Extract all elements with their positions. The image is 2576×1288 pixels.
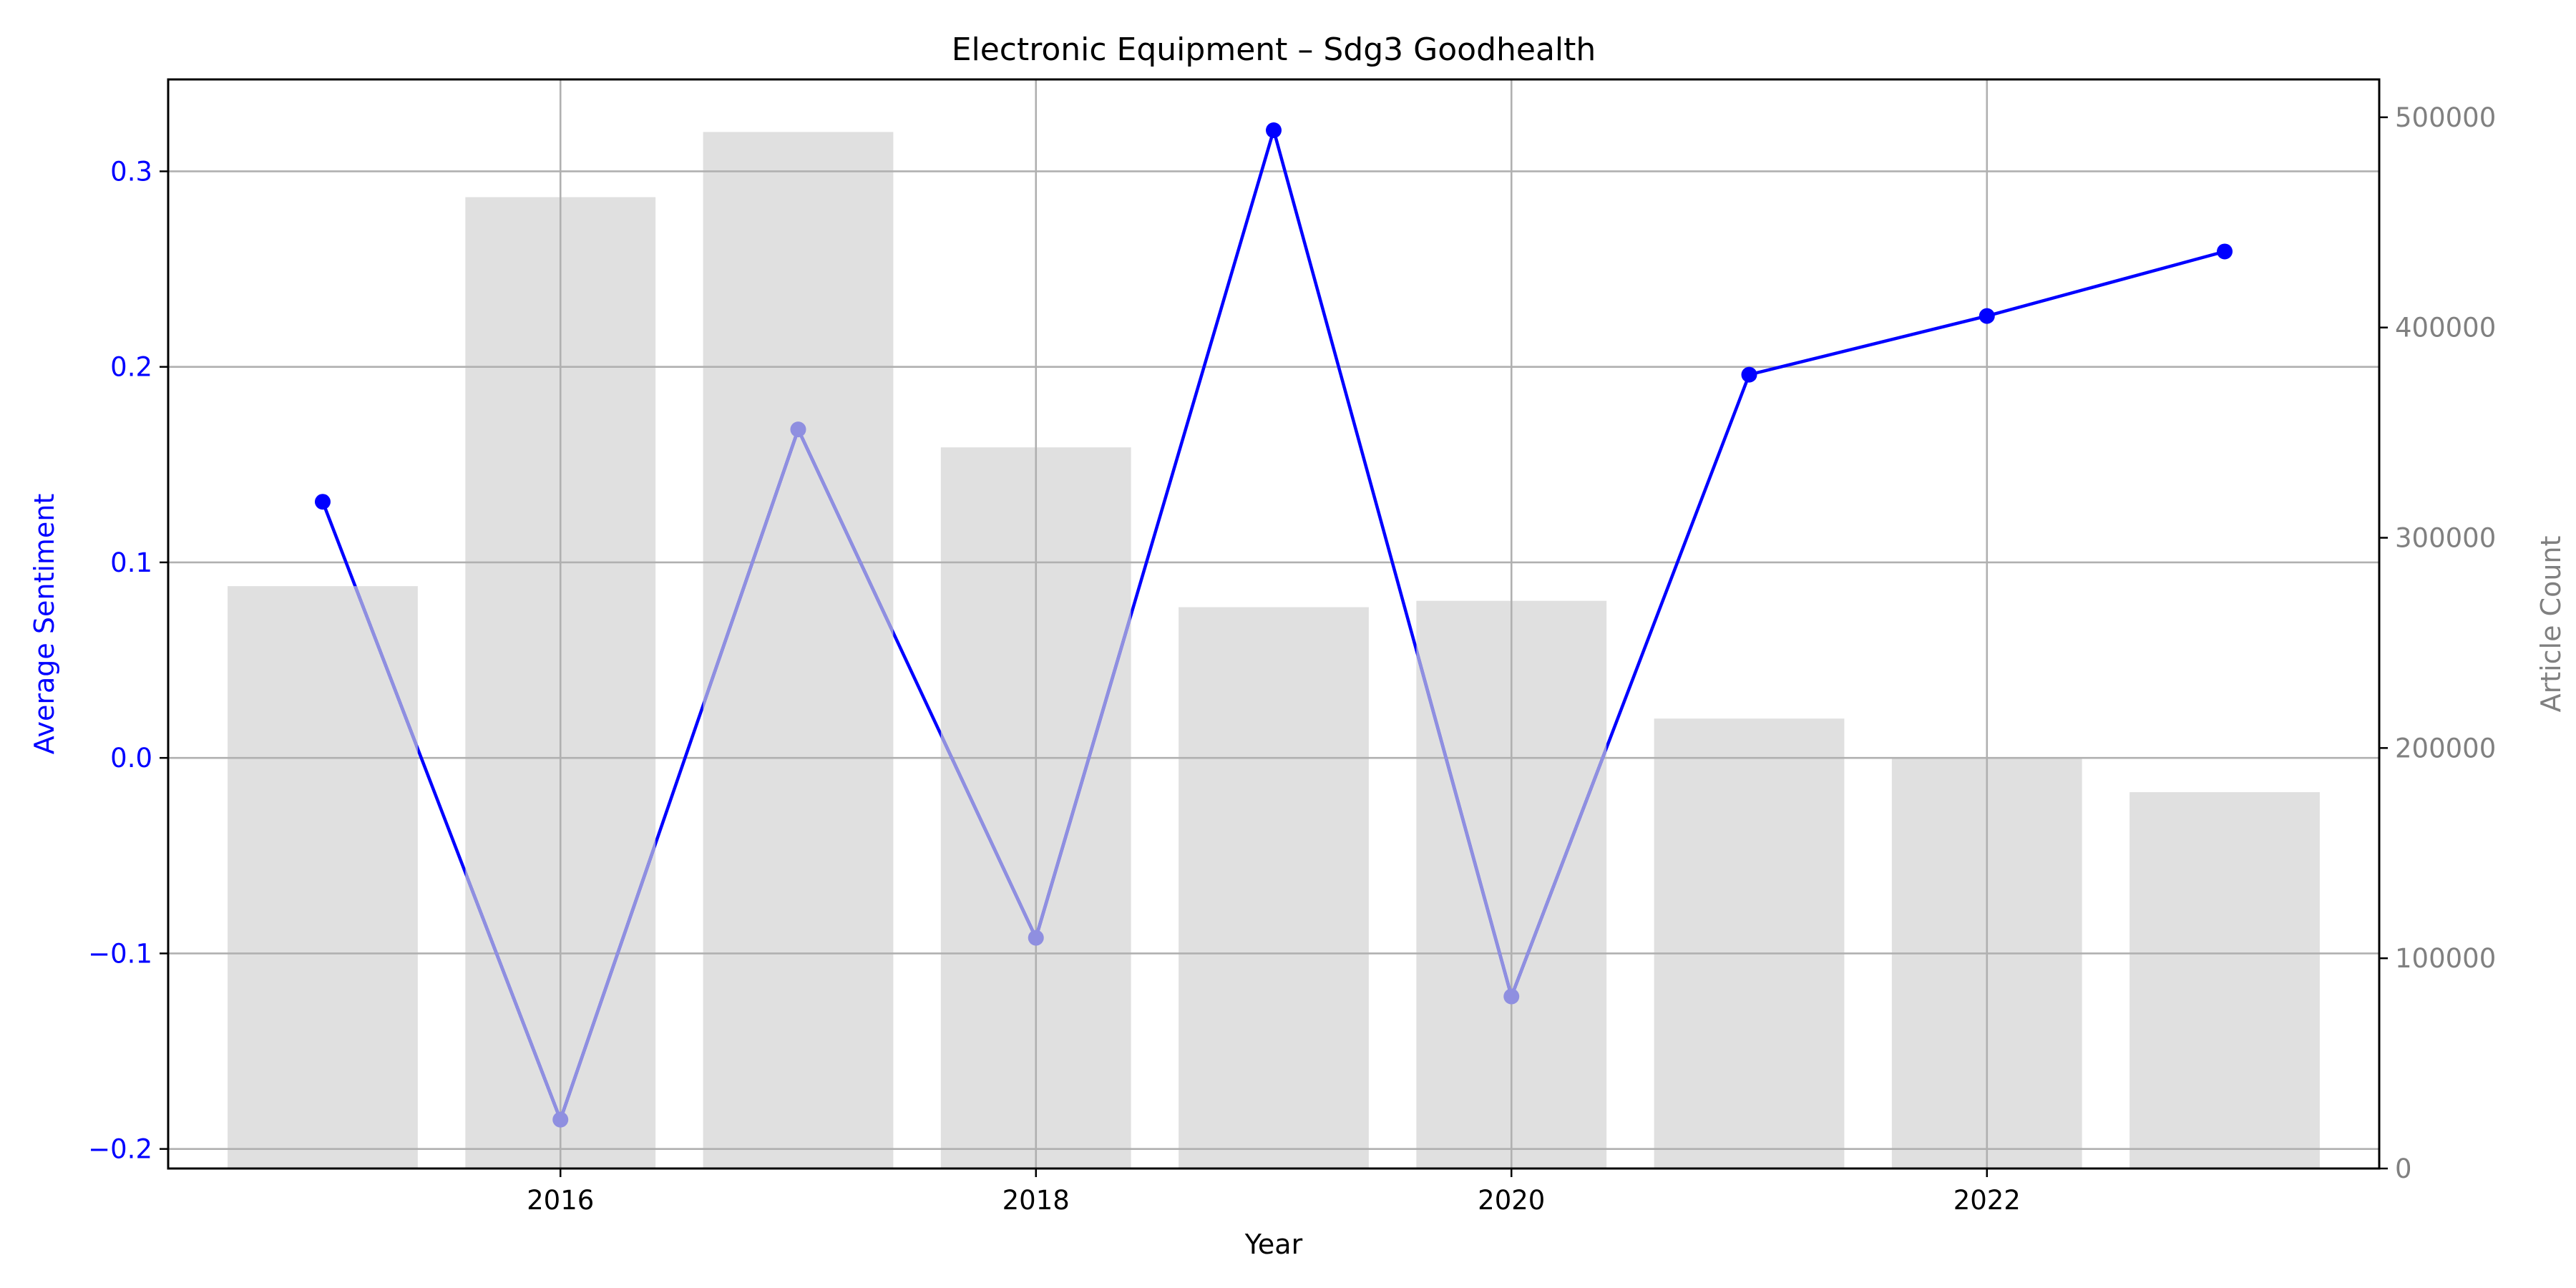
- y-right-tick-label: 400000: [2395, 313, 2496, 343]
- y-left-tick-label: 0.0: [110, 743, 152, 774]
- article-count-bar: [2129, 792, 2320, 1169]
- y-left-tick-label: 0.1: [110, 547, 152, 578]
- y-right-axis-label: Article Count: [2535, 536, 2567, 713]
- y-left-tick-label: 0.3: [110, 156, 152, 187]
- bar-layer: [228, 132, 2320, 1169]
- sentiment-point: [1741, 366, 1757, 383]
- article-count-bar: [1179, 607, 1369, 1169]
- sentiment-point: [790, 421, 806, 438]
- chart-title: Electronic Equipment – Sdg3 Goodhealth: [952, 31, 1596, 68]
- plot-frame: [167, 78, 2381, 1170]
- x-tick-label: 2020: [1478, 1185, 1545, 1216]
- y-left-tick-label: −0.2: [88, 1134, 152, 1165]
- y-right-tick-label: 200000: [2395, 733, 2496, 763]
- x-axis-label: Year: [1244, 1229, 1303, 1260]
- y-right-tick-label: 500000: [2395, 102, 2496, 133]
- sentiment-point: [1503, 988, 1520, 1005]
- sentiment-point: [2217, 243, 2233, 260]
- y-left-axis-label: Average Sentiment: [29, 494, 60, 755]
- sentiment-point: [1028, 930, 1044, 946]
- article-count-bar: [228, 586, 418, 1169]
- x-tick-label: 2022: [1953, 1185, 2021, 1216]
- sentiment-point: [1979, 308, 1995, 324]
- line-layer: [314, 122, 2233, 1128]
- article-count-bar: [1654, 718, 1845, 1169]
- y-right-tick-label: 0: [2395, 1153, 2412, 1184]
- article-count-bar: [703, 132, 894, 1169]
- grid-layer: [168, 79, 2379, 1169]
- sentiment-point: [1266, 122, 1282, 139]
- y-left-tick-label: 0.2: [110, 352, 152, 383]
- y-right-tick-label: 100000: [2395, 943, 2496, 974]
- sentiment-point: [314, 494, 331, 510]
- sentiment-point: [552, 1111, 569, 1128]
- axis-layer: 2016 2018 2020 2022 −0.2 −0.1 0.0 0.1 0.2 0.3 0 100…: [88, 78, 2496, 1216]
- x-tick-label: 2018: [1002, 1185, 1070, 1216]
- y-left-tick-label: −0.1: [88, 938, 152, 969]
- x-tick-label: 2016: [527, 1185, 594, 1216]
- y-right-tick-label: 300000: [2395, 523, 2496, 554]
